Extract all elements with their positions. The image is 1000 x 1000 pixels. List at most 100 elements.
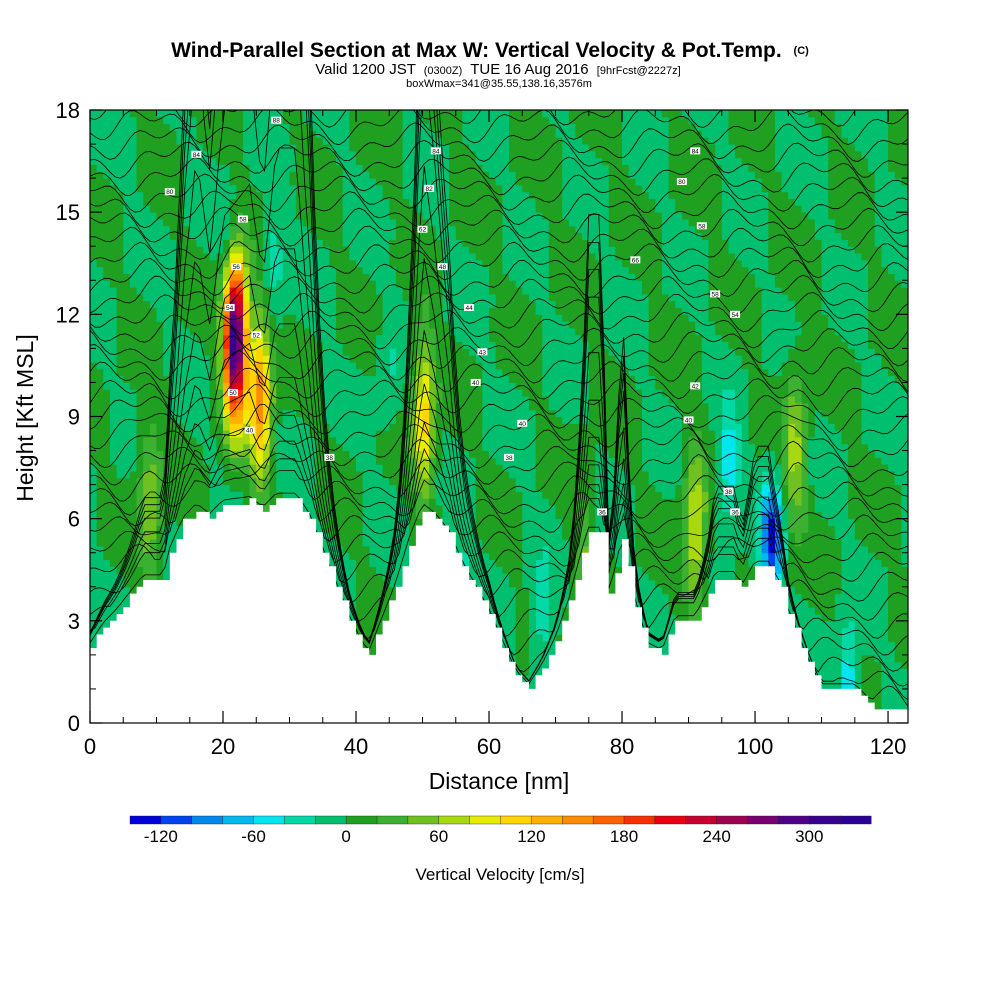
field-cell [296,443,304,452]
field-cell [356,443,364,452]
field-cell [96,116,104,125]
field-cell [156,191,164,200]
field-cell [415,273,424,281]
field-cell [442,368,450,377]
field-cell [342,144,350,152]
field-cell [216,484,224,492]
field-cell [116,198,124,206]
field-cell [356,586,364,595]
field-cell [382,144,390,152]
field-cell [455,314,463,322]
field-cell [455,402,463,411]
field-cell [395,164,404,172]
field-cell [176,130,184,138]
field-cell [123,212,131,220]
field-cell [382,164,390,172]
field-cell [109,498,118,506]
field-cell [282,389,291,397]
field-cell [302,484,310,492]
field-cell [156,307,164,315]
field-cell [116,362,124,370]
field-cell [422,464,430,472]
field-cell [309,137,317,145]
field-cell [369,144,377,152]
field-cell [129,266,138,274]
field-cell [415,205,424,213]
field-cell [123,552,131,561]
field-cell [296,178,304,186]
field-cell [429,436,437,445]
field-cell [282,396,291,404]
field-cell [109,566,118,574]
field-cell [209,477,217,486]
field-cell [356,266,364,274]
field-cell [223,184,231,193]
field-cell [356,253,364,261]
field-cell [435,116,443,125]
field-cell [169,477,177,486]
field-cell [103,620,111,629]
field-cell [216,225,224,234]
field-cell [90,396,98,404]
field-cell [375,171,384,179]
field-cell [256,389,264,397]
field-cell [203,470,211,479]
field-cell [356,157,364,165]
field-cell [96,191,104,200]
field-cell [176,300,184,309]
field-cell [216,280,224,288]
field-cell [302,266,310,274]
field-cell [236,382,244,390]
field-cell [149,464,158,472]
field-cell [289,348,297,356]
field-cell [149,518,158,526]
field-cell [369,246,377,254]
field-cell [249,287,257,295]
field-cell [449,382,457,390]
field-cell [223,402,231,411]
field-cell [103,607,111,615]
field-cell [196,396,204,404]
field-cell [196,382,204,390]
field-cell [156,198,164,206]
field-cell [129,532,138,540]
field-cell [442,355,450,363]
field-cell [196,348,204,356]
field-cell [415,314,424,322]
field-cell [409,280,417,288]
field-cell [189,123,197,131]
field-cell [322,184,330,193]
field-cell [189,191,197,200]
field-cell [382,389,390,397]
field-cell [369,280,377,288]
field-cell [342,511,350,520]
field-cell [96,341,104,349]
field-cell [103,389,111,397]
field-cell [262,470,271,479]
field-cell [169,171,177,179]
field-cell [362,307,370,315]
field-cell [90,334,98,343]
field-cell [236,470,244,479]
field-cell [382,327,390,336]
field-cell [342,450,350,458]
field-cell [455,484,463,492]
field-cell [449,457,457,465]
field-cell [103,457,111,465]
field-cell [435,382,443,390]
field-cell [422,443,430,452]
field-cell [136,389,144,397]
field-cell [356,464,364,472]
field-cell [429,287,437,295]
field-cell [322,545,330,554]
field-cell [342,171,350,179]
field-cell [123,505,131,513]
field-cell [90,293,98,302]
field-cell [402,477,410,486]
field-cell [242,382,251,390]
field-cell [316,273,324,281]
field-cell [362,184,370,193]
field-cell [116,123,124,131]
field-cell [149,212,158,220]
field-cell [136,184,144,193]
